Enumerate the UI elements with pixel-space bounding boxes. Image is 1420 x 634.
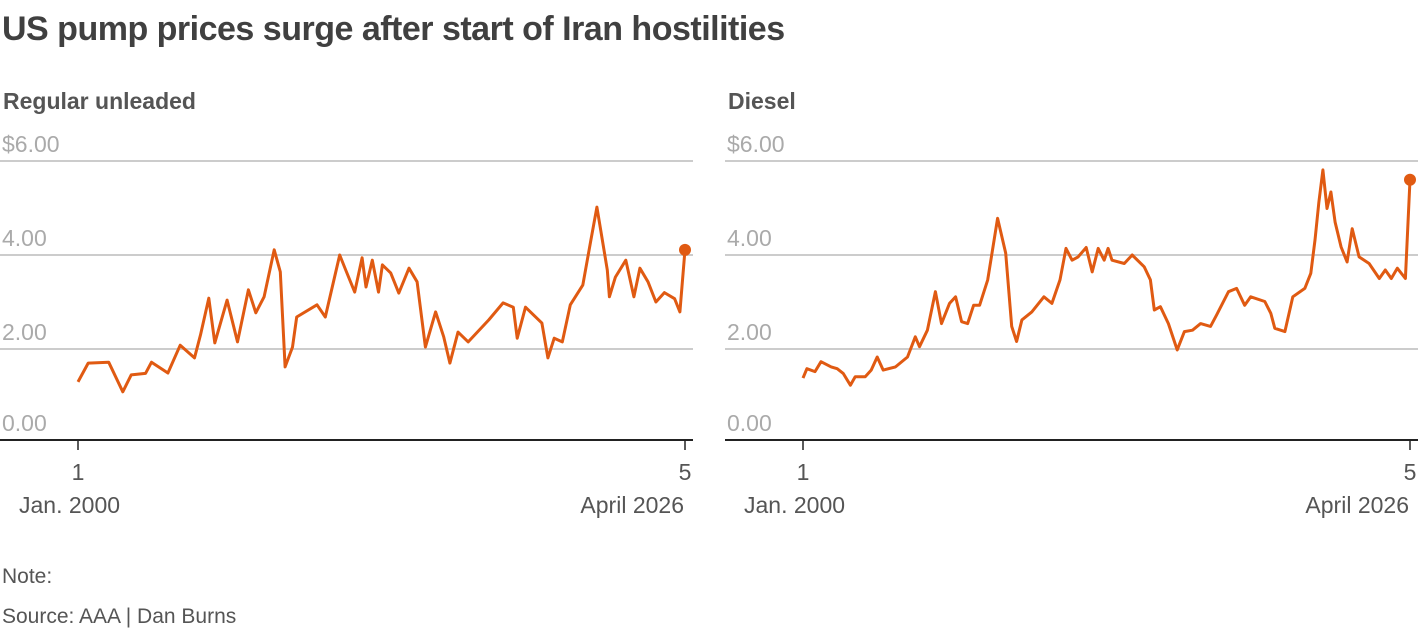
latest-value-marker [1404, 173, 1416, 186]
x-tick-label: April 2026 [580, 492, 684, 518]
chart-diesel: Diesel $6.00 4.00 2.00 0.00 1 Jan. 2000 5 April … [725, 88, 1418, 518]
y-tick-label: 4.00 [2, 225, 47, 251]
chart-note: Note: [2, 565, 53, 588]
chart-regular-unleaded: Regular unleaded $6.00 4.00 2.00 0.00 1 Jan. 2… [0, 88, 693, 518]
panel-title: Diesel [728, 88, 796, 114]
chart-title: US pump prices surge after start of Iran… [2, 10, 785, 48]
y-tick-label: 4.00 [727, 225, 772, 251]
x-tick-day: 5 [679, 459, 692, 485]
y-tick-label: $6.00 [727, 131, 785, 157]
y-tick-label: 0.00 [727, 410, 772, 436]
y-tick-label: $6.00 [2, 131, 60, 157]
price-line [76, 205, 687, 394]
x-tick-day: 1 [72, 459, 85, 485]
y-tick-label: 2.00 [727, 319, 772, 345]
x-tick-label: Jan. 2000 [19, 492, 120, 518]
panel-title: Regular unleaded [3, 88, 196, 114]
y-tick-label: 2.00 [2, 319, 47, 345]
y-tick-label: 0.00 [2, 410, 47, 436]
x-tick-label: April 2026 [1305, 492, 1409, 518]
x-tick-label: Jan. 2000 [744, 492, 845, 518]
chart-source: Source: AAA | Dan Burns [2, 605, 237, 628]
price-line [801, 168, 1412, 387]
latest-value-marker [679, 243, 691, 256]
x-tick-day: 1 [797, 459, 810, 485]
x-tick-day: 5 [1404, 459, 1417, 485]
